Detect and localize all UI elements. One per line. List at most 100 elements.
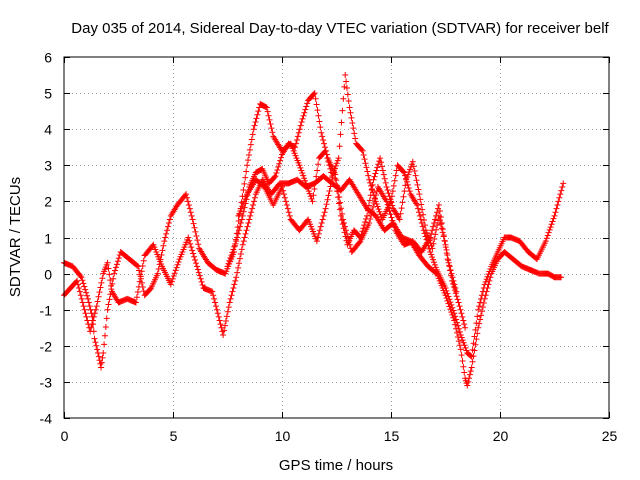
data-point [228,252,235,259]
data-point [234,269,241,276]
data-point [416,209,423,216]
data-point [406,166,413,173]
data-point [338,119,345,126]
data-point [467,368,474,375]
data-point [452,321,459,328]
data-point [401,188,408,195]
data-point [410,163,417,170]
data-point [199,281,206,288]
data-point [364,168,371,175]
data-point [81,283,88,290]
data-point [220,331,227,338]
data-point [165,220,172,227]
data-point [474,330,481,337]
data-point [366,197,373,204]
data-point [286,212,293,219]
data-point [460,363,467,370]
data-point [192,228,199,235]
data-point [474,313,481,320]
data-point [486,277,493,284]
data-point [341,223,348,230]
x-tick-label: 25 [602,428,618,444]
data-point [397,210,404,217]
data-point [446,303,453,310]
data-point [147,286,154,293]
data-point [556,194,563,201]
y-tick-label: -4 [40,411,53,427]
data-point [95,293,102,300]
chart-title: Day 035 of 2014, Sidereal Day-to-day VTE… [71,20,609,37]
data-point [430,259,437,266]
data-point [82,310,89,317]
data-point [162,234,169,241]
data-point [79,299,86,306]
data-point [226,257,233,264]
data-point [250,198,257,205]
data-point [320,137,327,144]
data-point [256,104,263,111]
data-point [363,164,370,171]
data-point [389,202,396,209]
data-point [444,297,451,304]
data-point [246,216,253,223]
y-tick-label: 0 [44,267,52,283]
data-point [478,312,485,319]
data-point [368,187,375,194]
data-point [76,288,83,295]
data-point [236,260,243,267]
data-point [105,301,112,308]
data-point [311,90,318,97]
data-point [404,174,411,181]
x-tick-label: 15 [384,428,400,444]
data-point [431,220,438,227]
data-point [189,216,196,223]
data-point [273,170,280,177]
data-point [228,292,235,299]
data-point [167,281,174,288]
y-tick-label: 2 [44,194,52,210]
data-point [236,227,243,234]
data-point [342,72,349,79]
data-point [451,317,458,324]
data-point [385,190,392,197]
data-point [431,236,438,243]
data-point [154,270,161,277]
data-point [429,245,436,252]
data-point [341,220,348,227]
data-point [472,341,479,348]
data-point [398,205,405,212]
data-point [542,238,549,245]
data-point [80,303,87,310]
data-point [280,191,287,198]
data-point [482,292,489,299]
data-point [433,212,440,219]
data-point [342,227,349,234]
data-point [369,181,376,188]
data-point [487,274,494,281]
data-point [316,227,323,234]
data-point [249,205,256,212]
data-point [252,118,259,125]
data-point [449,311,456,318]
data-point [547,224,554,231]
data-point [193,263,200,270]
data-point [388,214,395,221]
data-point [305,188,312,195]
data-point [254,111,261,118]
data-point [185,202,192,209]
data-point [317,223,324,230]
data-point [216,317,223,324]
data-point [77,292,84,299]
data-point [459,357,466,364]
data-point [393,167,400,174]
data-point [428,251,435,258]
data-point [279,183,285,190]
data-point [221,327,228,334]
data-point [456,303,463,310]
data-point [366,220,373,227]
data-point [412,172,419,179]
data-point [193,232,200,239]
data-point [359,147,366,154]
data-point [415,186,422,193]
data-point [99,354,106,361]
